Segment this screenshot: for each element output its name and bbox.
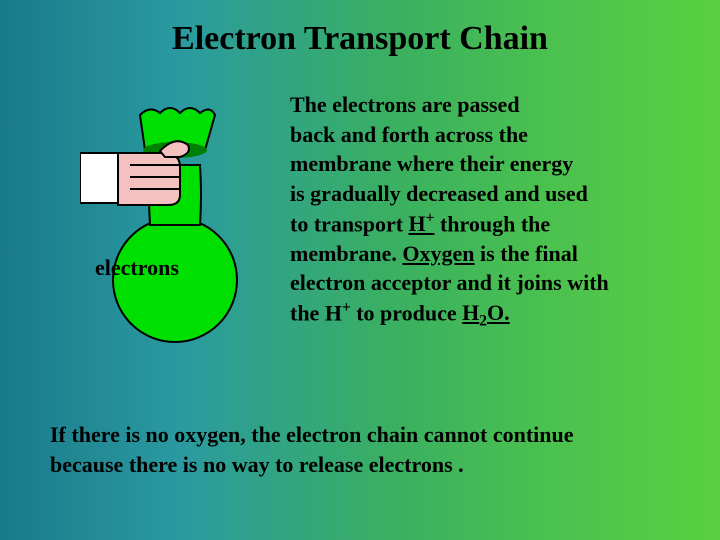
body-line1: The electrons are passed	[290, 92, 520, 117]
bag-label: electrons	[95, 255, 179, 281]
body-line5-h: H	[409, 211, 426, 236]
bottom-paragraph: If there is no oxygen, the electron chai…	[50, 420, 670, 479]
bottom-line2: because there is no way to release elect…	[50, 452, 464, 477]
body-line4: is gradually decreased and used	[290, 181, 588, 206]
body-line6-oxygen: Oxygen	[402, 241, 474, 266]
slide-title: Electron Transport Chain	[0, 20, 720, 58]
bottom-line1: If there is no oxygen, the electron chai…	[50, 422, 574, 447]
body-line7: electron acceptor and it joins with	[290, 270, 609, 295]
body-line6-pre: membrane.	[290, 241, 402, 266]
body-line6-post: is the final	[475, 241, 578, 266]
body-paragraph: The electrons are passed back and forth …	[290, 90, 690, 333]
body-line5-post: through the	[434, 211, 550, 236]
body-line3: membrane where their energy	[290, 151, 573, 176]
body-line2: back and forth across the	[290, 122, 528, 147]
body-line8-sub: 2	[479, 313, 487, 330]
body-line8-o: O.	[487, 300, 510, 325]
body-line8-mid: to produce	[351, 300, 462, 325]
body-line8-pre: the	[290, 300, 325, 325]
body-line8-sup: +	[342, 299, 351, 316]
body-line5-pre: to transport	[290, 211, 409, 236]
money-bag-graphic	[80, 95, 260, 345]
body-line8-h: H	[325, 300, 342, 325]
body-line8-h2: H	[462, 300, 479, 325]
